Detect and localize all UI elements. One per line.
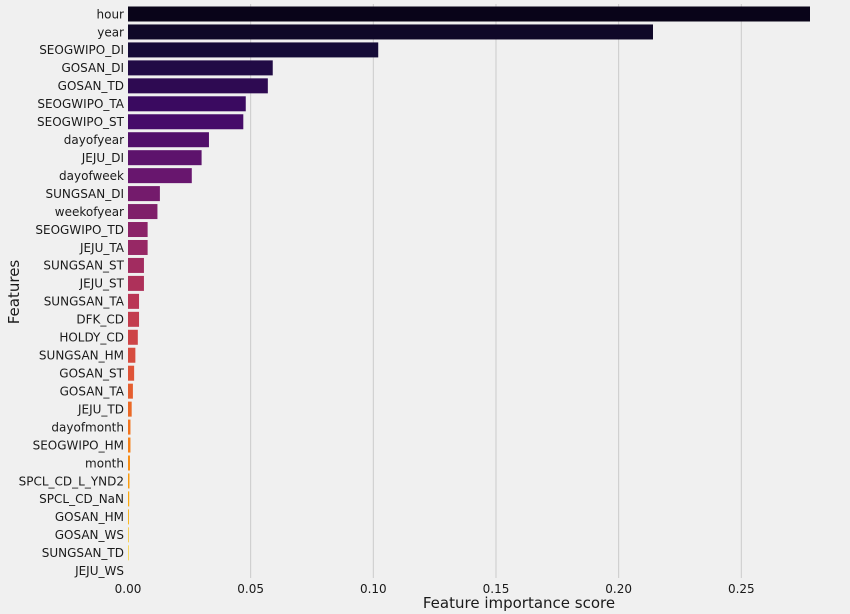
y-tick-label: JEJU_DI: [81, 151, 124, 165]
y-tick-label: SPCL_CD_NaN: [39, 492, 124, 506]
y-tick-label: weekofyear: [55, 205, 124, 219]
x-tick-label: 0.25: [728, 582, 755, 596]
y-tick-label: SEOGWIPO_ST: [37, 115, 125, 129]
bar: [128, 257, 144, 273]
y-tick-label: SUNGSAN_ST: [43, 259, 124, 273]
bar: [128, 239, 148, 255]
bar: [128, 311, 140, 327]
bar: [128, 275, 144, 291]
grid-lines: [250, 4, 742, 578]
y-tick-label: hour: [97, 7, 125, 21]
bar: [128, 204, 158, 220]
bar: [128, 293, 140, 309]
bar: [128, 168, 192, 184]
bar: [128, 545, 129, 561]
y-tick-label: DFK_CD: [76, 313, 124, 327]
y-tick-label: SEOGWIPO_TD: [35, 223, 124, 237]
y-tick-label: dayofweek: [59, 169, 124, 183]
y-tick-label: dayofyear: [64, 133, 124, 147]
y-tick-label: year: [97, 25, 124, 39]
bar: [128, 132, 209, 148]
bar: [128, 222, 148, 238]
y-tick-label: SEOGWIPO_DI: [39, 43, 124, 57]
y-tick-label: SUNGSAN_TD: [42, 546, 124, 560]
bar: [128, 401, 132, 417]
bar: [128, 527, 129, 543]
y-tick-label: GOSAN_TD: [58, 79, 124, 93]
y-tick-label: SEOGWIPO_TA: [37, 97, 124, 111]
y-tick-label: SEOGWIPO_HM: [33, 438, 124, 452]
y-tick-label: HOLDY_CD: [59, 331, 124, 345]
plot-area: [128, 4, 840, 576]
bar: [128, 78, 268, 94]
bar: [128, 383, 133, 399]
y-tick-labels: hour year SEOGWIPO_DI GOSAN_DI GOSAN_TD SEOGW…: [19, 7, 125, 578]
bar: [128, 329, 138, 345]
y-tick-label: month: [85, 456, 124, 470]
bar: [128, 42, 379, 58]
bar: [128, 150, 202, 166]
y-axis-title: Features: [5, 260, 23, 325]
bar: [128, 437, 131, 453]
y-tick-label: GOSAN_TA: [60, 384, 125, 398]
y-tick-label: SUNGSAN_HM: [39, 349, 124, 363]
x-tick-label: 0.20: [605, 582, 632, 596]
y-tick-label: SUNGSAN_DI: [46, 187, 124, 201]
y-tick-label: GOSAN_DI: [61, 61, 124, 75]
y-tick-label: JEJU_ST: [79, 277, 125, 291]
bar: [128, 347, 136, 363]
bar: [128, 473, 130, 489]
bar: [128, 60, 273, 76]
bar: [128, 365, 135, 381]
bars: [128, 6, 810, 561]
bar: [128, 509, 129, 525]
bar: [128, 419, 131, 435]
bar: [128, 96, 246, 112]
x-tick-label: 0.05: [237, 582, 264, 596]
y-tick-label: GOSAN_HM: [55, 510, 124, 524]
x-tick-label: 0.00: [115, 582, 142, 596]
y-tick-label: JEJU_TD: [77, 402, 124, 416]
bar: [128, 114, 244, 130]
bar: [128, 455, 130, 471]
x-tick-labels: 0.00 0.05 0.10 0.15 0.20 0.25: [115, 582, 755, 596]
y-tick-label: SUNGSAN_TA: [44, 295, 125, 309]
y-tick-label: JEJU_WS: [74, 564, 124, 578]
bar: [128, 491, 130, 507]
y-tick-label: SPCL_CD_L_YND2: [19, 474, 124, 488]
y-tick-label: GOSAN_WS: [55, 528, 124, 542]
y-tick-label: dayofmonth: [51, 420, 124, 434]
x-tick-label: 0.10: [360, 582, 387, 596]
bar: [128, 6, 810, 22]
x-tick-label: 0.15: [483, 582, 510, 596]
y-tick-label: GOSAN_ST: [59, 367, 124, 381]
y-tick-label: JEJU_TA: [79, 241, 125, 255]
bar: [128, 24, 653, 40]
x-axis-title: Feature importance score: [423, 594, 615, 612]
bar: [128, 186, 160, 202]
